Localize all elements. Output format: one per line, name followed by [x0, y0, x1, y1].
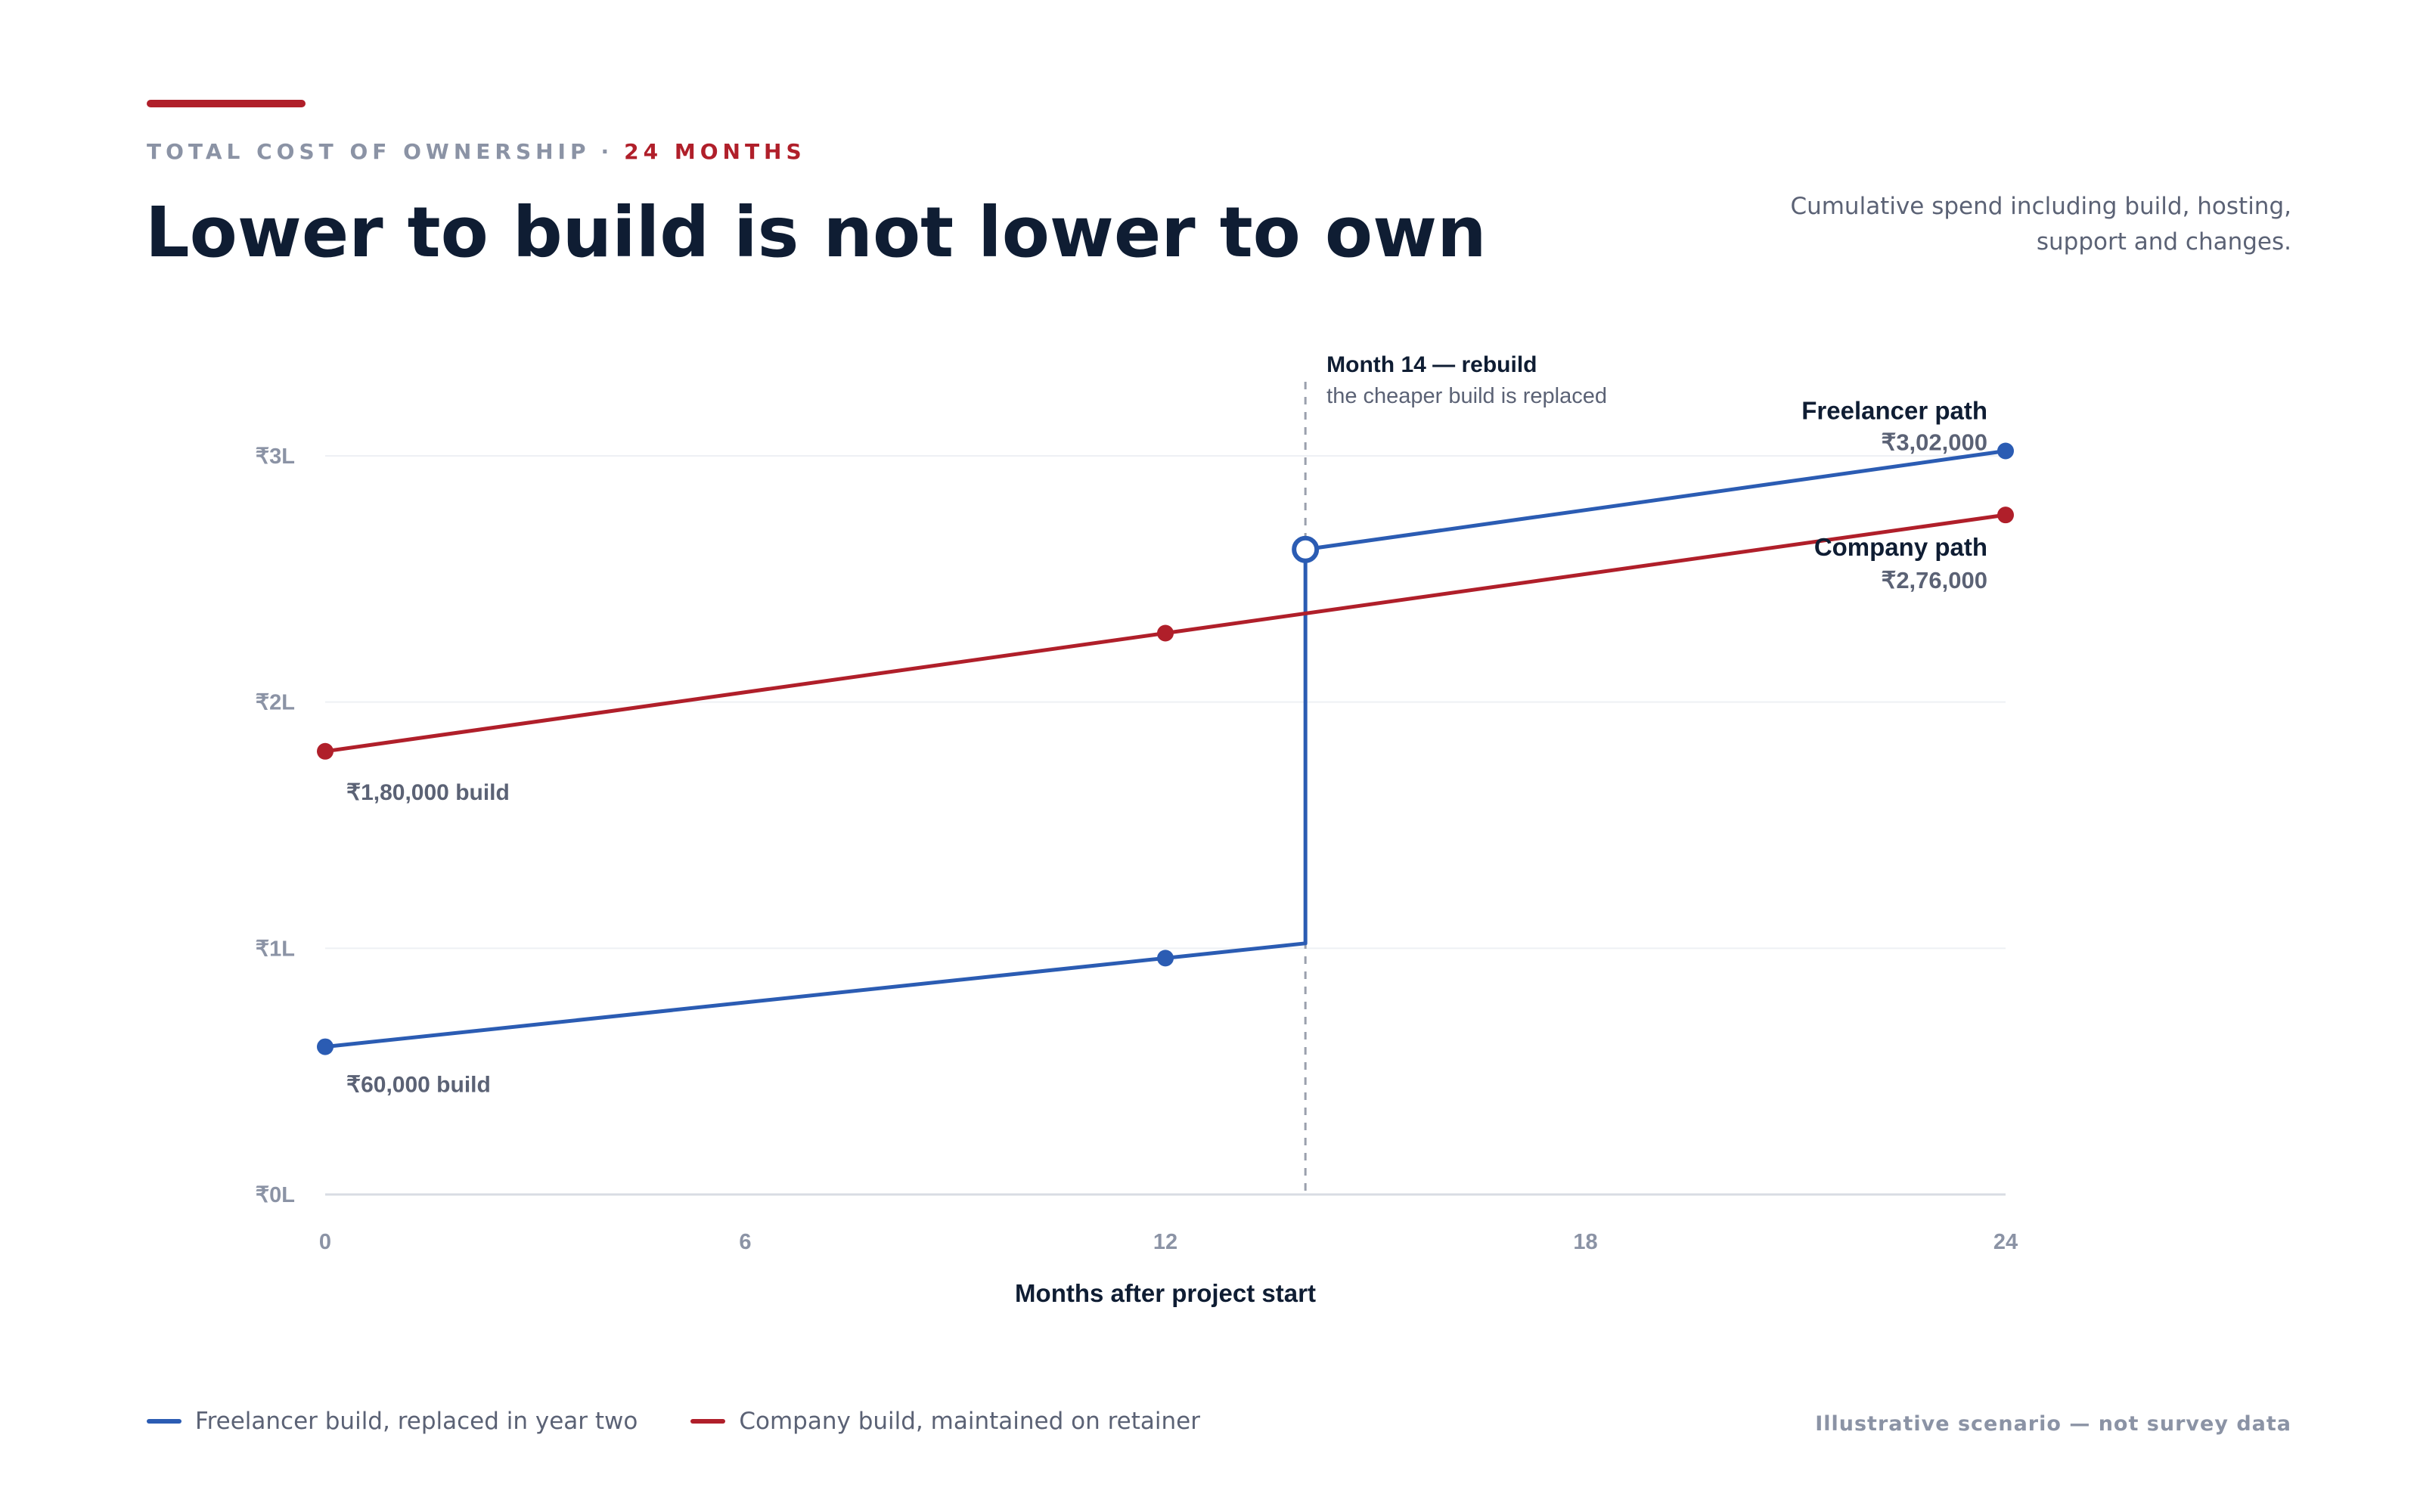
data-labels: ₹60,000 build ₹1,80,000 build Freelancer p… — [346, 396, 1987, 1097]
legend: Freelancer build, replaced in year two C… — [147, 1408, 1253, 1435]
y-tick-label: ₹2L — [256, 691, 295, 715]
legend-label-company: Company build, maintained on retainer — [739, 1408, 1200, 1435]
y-tick-label: ₹3L — [256, 445, 295, 469]
x-axis-label: Months after project start — [1015, 1279, 1316, 1307]
x-tick-label: 24 — [1993, 1230, 2018, 1254]
eyebrow-period: 24 MONTHS — [624, 139, 806, 164]
footnote: Illustrative scenario — not survey data — [1815, 1412, 2291, 1436]
legend-swatch-company — [690, 1419, 726, 1424]
legend-swatch-freelancer — [147, 1419, 182, 1424]
data-point-freelancer — [1997, 442, 2014, 460]
legend-item-company: Company build, maintained on retainer — [690, 1408, 1200, 1435]
page-title: Lower to build is not lower to own — [145, 192, 1487, 273]
series-group — [317, 442, 2014, 1055]
legend-item-freelancer: Freelancer build, replaced in year two — [147, 1408, 638, 1435]
data-point-company — [1997, 507, 2014, 524]
legend-label-freelancer: Freelancer build, replaced in year two — [195, 1408, 638, 1435]
end-label-value-company: ₹2,76,000 — [1882, 567, 1987, 593]
data-point-freelancer — [317, 1038, 334, 1055]
end-label-value-freelancer: ₹3,02,000 — [1882, 429, 1987, 455]
rebuild-annotation: Month 14 — rebuild the cheaper build is r… — [1304, 352, 1607, 1194]
end-label-name-company: Company path — [1814, 533, 1987, 561]
data-point-freelancer — [1157, 950, 1174, 967]
eyebrow-separator: · — [600, 139, 614, 164]
eyebrow-topic: TOTAL COST OF OWNERSHIP — [147, 139, 591, 164]
grid-lines — [325, 455, 2006, 950]
axes: ₹0L ₹1L ₹2L ₹3L 0 6 12 18 24 Months after project… — [256, 445, 2018, 1307]
x-tick-label: 0 — [319, 1230, 331, 1254]
rebuild-point-freelancer — [1292, 535, 1320, 563]
start-label-freelancer: ₹60,000 build — [346, 1073, 491, 1098]
x-tick-label: 18 — [1573, 1230, 1597, 1254]
annotation-text: the cheaper build is replaced — [1326, 384, 1607, 408]
series-line-freelancer — [323, 448, 2008, 1049]
annotation-title: Month 14 — rebuild — [1326, 352, 1537, 377]
x-tick-label: 6 — [739, 1230, 751, 1254]
eyebrow: TOTAL COST OF OWNERSHIP · 24 MONTHS — [147, 139, 806, 164]
y-tick-label: ₹0L — [256, 1183, 295, 1207]
data-point-company — [1157, 624, 1174, 642]
accent-bar — [147, 100, 306, 107]
y-tick-label: ₹1L — [256, 937, 295, 961]
start-label-company: ₹1,80,000 build — [346, 780, 510, 805]
end-label-name-freelancer: Freelancer path — [1801, 396, 1987, 424]
x-tick-label: 12 — [1153, 1230, 1177, 1254]
chart-subtitle: Cumulative spend including build, hostin… — [1790, 193, 2291, 256]
data-point-company — [317, 742, 334, 760]
